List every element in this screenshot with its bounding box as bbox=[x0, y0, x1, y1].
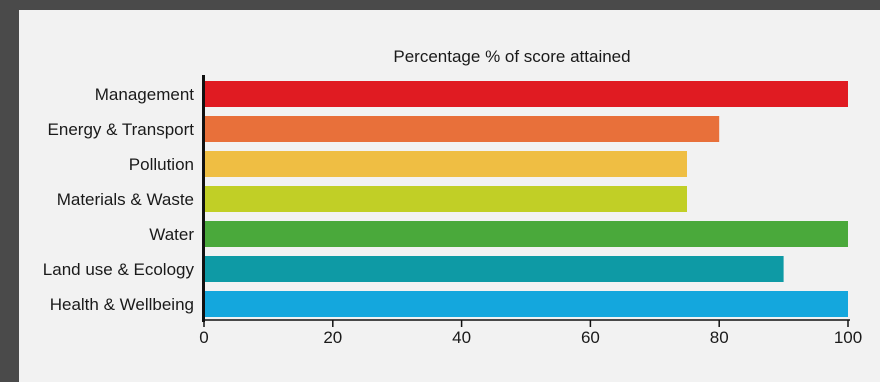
category-labels: Management Energy & Transport Pollution Mat… bbox=[43, 85, 195, 314]
bar-1 bbox=[204, 116, 720, 142]
chart-title: Percentage % of score attained bbox=[393, 47, 630, 66]
x-axis-ticks: 0 20 40 60 80 100 bbox=[199, 320, 862, 347]
category-label: Pollution bbox=[129, 155, 194, 174]
category-label: Materials & Waste bbox=[57, 190, 194, 209]
category-label: Water bbox=[149, 225, 194, 244]
x-tick-label: 0 bbox=[199, 328, 208, 347]
bar-5 bbox=[204, 256, 784, 282]
x-tick-label: 40 bbox=[452, 328, 471, 347]
x-tick-label: 60 bbox=[581, 328, 600, 347]
category-label: Land use & Ecology bbox=[43, 260, 195, 279]
bar-2 bbox=[204, 151, 687, 177]
bar-3 bbox=[204, 186, 687, 212]
category-label: Energy & Transport bbox=[48, 120, 195, 139]
category-label: Management bbox=[95, 85, 195, 104]
bars-group bbox=[204, 81, 848, 317]
bar-6 bbox=[204, 291, 848, 317]
x-tick-label: 20 bbox=[323, 328, 342, 347]
category-label: Health & Wellbeing bbox=[50, 295, 194, 314]
x-tick-label: 80 bbox=[710, 328, 729, 347]
bar-0 bbox=[204, 81, 848, 107]
x-tick-label: 100 bbox=[834, 328, 862, 347]
bar-4 bbox=[204, 221, 848, 247]
